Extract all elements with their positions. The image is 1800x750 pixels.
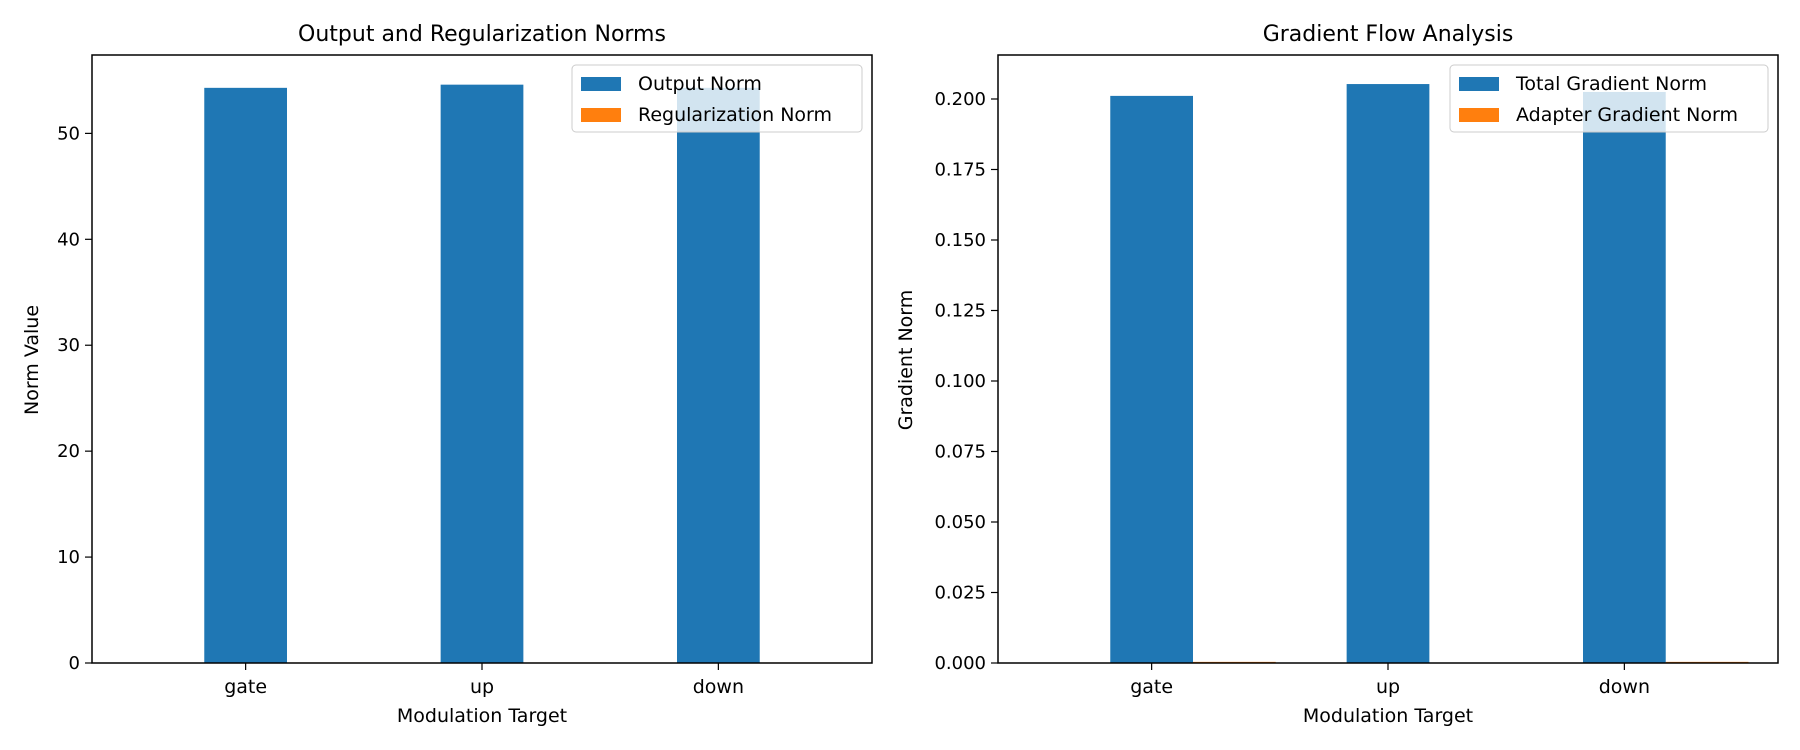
x-axis-label: Modulation Target xyxy=(397,705,567,727)
legend-label: Adapter Gradient Norm xyxy=(1516,104,1738,126)
y-tick-label: 40 xyxy=(57,229,80,250)
y-tick-label: 0.100 xyxy=(934,371,986,392)
legend-box xyxy=(571,64,863,133)
chart-title: Output and Regularization Norms xyxy=(298,22,666,47)
legend: Output Norm Regularization Norm xyxy=(571,64,863,133)
bar-output-norm-up xyxy=(440,84,524,663)
x-tick-label-gate: gate xyxy=(1130,676,1173,698)
bars-layer xyxy=(1110,84,1749,664)
y-tick-label: 20 xyxy=(57,441,80,462)
legend-swatch xyxy=(1459,77,1499,91)
chart-gradient-flow-analysis: Gradient Flow Analysis Modulation Target… xyxy=(895,22,1779,727)
y-axis-label: Gradient Norm xyxy=(895,290,917,431)
x-tick-label-gate: gate xyxy=(224,676,267,698)
legend-swatch xyxy=(1459,108,1499,122)
y-tick-label: 30 xyxy=(57,335,80,356)
bar-total-gradient-norm-down xyxy=(1583,91,1666,663)
x-tick-label-up: up xyxy=(1376,676,1400,698)
x-tick-label-up: up xyxy=(470,676,494,698)
chart-output-regularization-norms: Output and Regularization Norms Modulati… xyxy=(21,22,873,727)
x-tick-label-down: down xyxy=(1599,676,1650,698)
y-tick-label: 0.000 xyxy=(934,653,986,674)
y-tick-label: 50 xyxy=(57,123,80,144)
y-ticks: 0 10 20 30 40 50 xyxy=(57,123,92,674)
legend-swatch xyxy=(581,77,621,91)
y-ticks: 0.000 0.025 0.050 0.075 0.100 0.125 0.150 0.175… xyxy=(934,89,998,674)
y-tick-label: 0.025 xyxy=(934,582,986,603)
plot-frame xyxy=(91,54,873,664)
bar-output-norm-gate xyxy=(204,87,287,664)
y-tick-label: 0.175 xyxy=(934,159,986,180)
legend-label: Regularization Norm xyxy=(638,104,832,126)
x-tick-label-down: down xyxy=(693,676,744,698)
y-tick-label: 0.075 xyxy=(934,441,986,462)
y-tick-label: 0.150 xyxy=(934,230,986,251)
bar-output-norm-down xyxy=(677,87,760,664)
y-tick-label: 0.200 xyxy=(934,89,986,110)
bars-layer xyxy=(204,84,843,664)
x-ticks: gate up down xyxy=(1130,663,1650,698)
plot-frame xyxy=(997,54,1779,664)
y-tick-label: 10 xyxy=(57,547,80,568)
y-tick-label: 0.050 xyxy=(934,512,986,533)
bar-total-gradient-norm-up xyxy=(1346,84,1430,664)
legend-swatch xyxy=(581,108,621,122)
bar-total-gradient-norm-gate xyxy=(1110,95,1193,663)
x-axis-label: Modulation Target xyxy=(1303,705,1473,727)
y-axis-label: Norm Value xyxy=(21,305,43,415)
y-tick-label: 0.125 xyxy=(934,300,986,321)
legend: Total Gradient Norm Adapter Gradient Norm xyxy=(1449,64,1769,133)
x-ticks: gate up down xyxy=(224,663,744,698)
legend-label: Total Gradient Norm xyxy=(1515,73,1707,95)
y-tick-label: 0 xyxy=(69,653,80,674)
legend-box xyxy=(1449,64,1769,133)
chart-title: Gradient Flow Analysis xyxy=(1263,22,1514,47)
legend-label: Output Norm xyxy=(638,73,762,95)
